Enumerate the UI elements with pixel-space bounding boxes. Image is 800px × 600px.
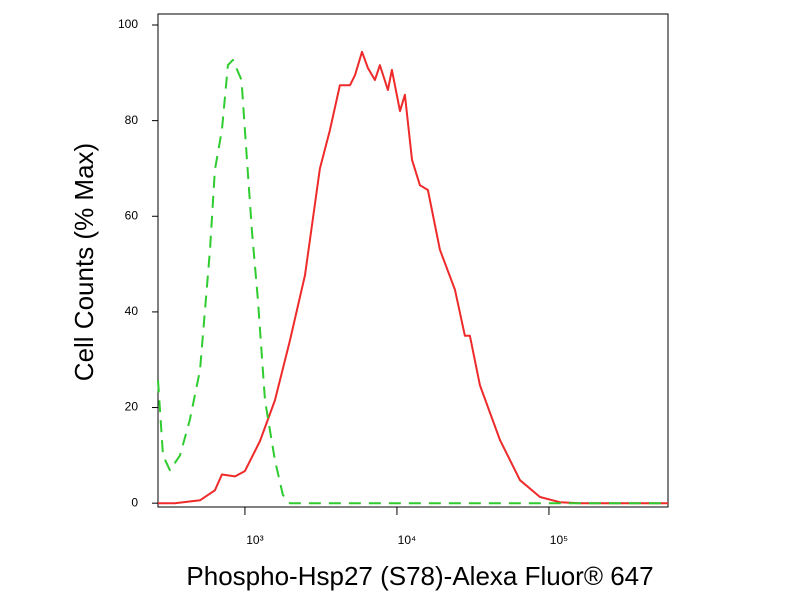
x-tick-label: 10⁴ [398, 533, 417, 547]
y-tick-label: 60 [125, 208, 139, 222]
y-tick-label: 40 [125, 304, 139, 318]
series-line [158, 50, 668, 505]
x-tick-label: 10³ [246, 533, 263, 547]
x-axis-label: Phospho-Hsp27 (S78)-Alexa Fluor® 647 [186, 561, 653, 591]
plot-frame [157, 13, 669, 508]
y-tick-label: 0 [131, 495, 138, 509]
y-tick-label: 20 [125, 400, 139, 414]
y-axis-label: Cell Counts (% Max) [69, 143, 99, 381]
x-tick-label: 10⁵ [550, 533, 568, 547]
y-tick-label: 80 [125, 113, 139, 127]
y-tick-label: 100 [118, 17, 138, 31]
series-line [157, 58, 668, 505]
